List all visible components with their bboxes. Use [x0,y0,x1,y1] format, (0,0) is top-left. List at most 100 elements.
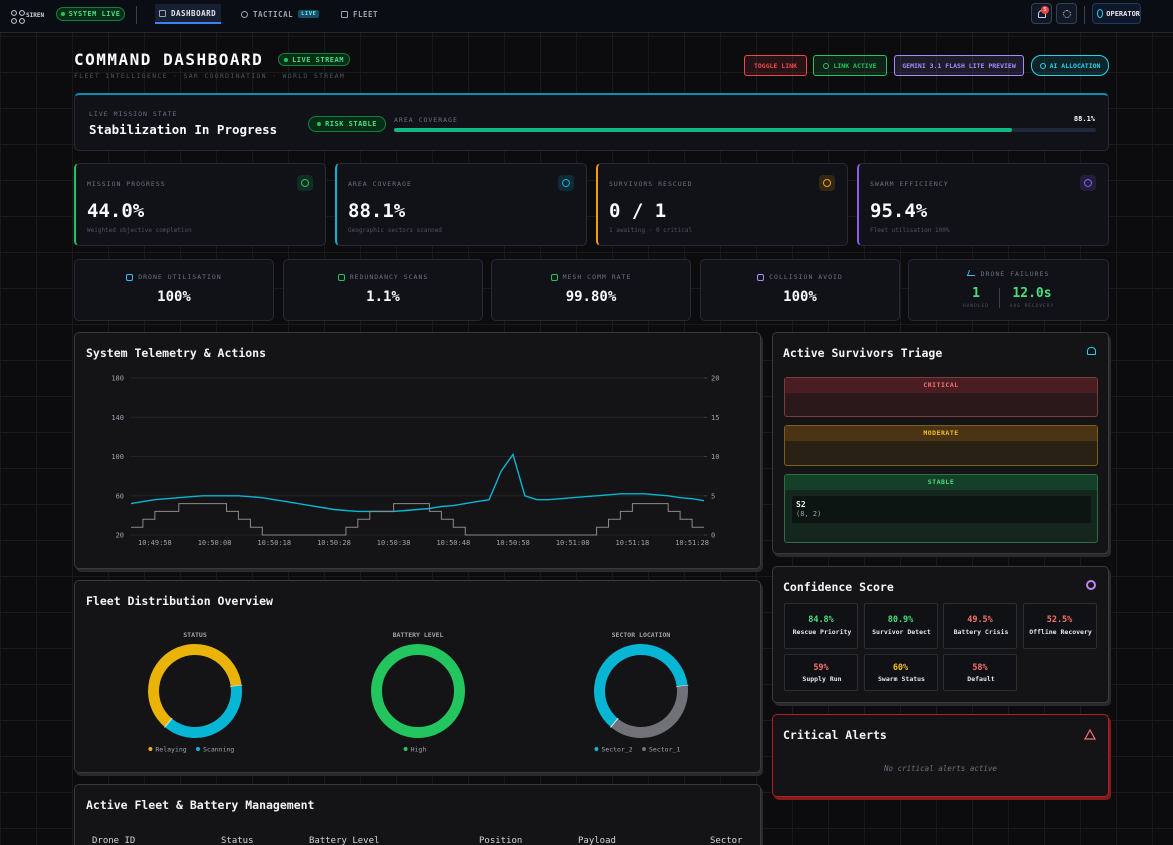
kpi-note: Geographic sectors scanned [348,227,442,234]
confidence-value: 52.5% [1046,615,1073,625]
logo-icon [11,10,25,24]
y-tick-label: 140 [111,414,124,422]
survivor-id: S2 [796,500,806,509]
nav-tab[interactable]: FLEET [341,4,381,24]
failures-label: DRONE FAILURES [909,270,1108,278]
group-header: MODERATE [785,426,1097,441]
donut-title: BATTERY LEVEL [393,631,444,639]
metric-icon [337,273,345,281]
recovery-value: 12.0s [1012,286,1052,301]
column-header: Sector [710,836,743,845]
metric-value: 100% [783,289,817,305]
donut-segment [371,644,465,738]
kpi-note: 1 awaiting · 0 critical [609,227,693,234]
metric-card: COLLISION AVOID 100% [700,259,900,321]
settings-button[interactable] [1056,3,1077,24]
logo-dot [19,10,25,16]
notifications-button[interactable]: 5 [1031,3,1052,24]
confidence-value: 84.8% [808,615,834,625]
nav-tab[interactable]: DASHBOARD [155,4,221,24]
confidence-label: Default [967,675,995,683]
x-tick-label: 10:51:28 [675,539,709,547]
column-header: Status [221,836,254,845]
header-button[interactable]: GEMINI 3.1 FLASH LITE PREVIEW [894,55,1024,76]
kpi-value: 0 / 1 [609,200,667,222]
kpi-value: 44.0% [87,200,145,222]
coverage-track [394,128,1096,132]
user-menu[interactable]: OPERATOR [1092,3,1141,24]
kpi-icon-glyph [562,179,570,187]
header-button[interactable]: LINK ACTIVE [813,55,887,76]
confidence-title: Confidence Score [783,580,894,594]
distribution-title: Fleet Distribution Overview [86,594,273,608]
confidence-value: 58% [972,663,988,673]
confidence-label: Survivor Detect [872,628,931,636]
y2-tick-label: 5 [711,492,715,500]
kpi-note: Weighted objective completion [87,227,192,234]
distribution-panel: Fleet Distribution Overview STATUS Relayin… [74,580,761,773]
button-icon [823,62,830,69]
status-dot [60,12,65,16]
telemetry-panel: System Telemetry & Actions 20 60 100 140 180 0… [74,332,761,569]
confidence-label: Battery Crisis [953,628,1009,636]
legend-dot [196,747,200,751]
tab-label: TACTICAL [253,9,294,19]
confidence-item: 52.5% Offline Recovery [1022,603,1097,649]
kpi-icon-glyph [823,179,831,187]
confidence-label: Swarm Status [878,675,925,683]
segment-gap [610,717,619,728]
legend-label: Sector_2 [601,746,632,754]
badge-dot [284,57,289,62]
metric-card: MESH COMM RATE 99.80% [491,259,691,321]
kpi-card: AREA COVERAGE 88.1% Geographic sectors sca… [335,163,587,246]
donut-title: STATUS [183,631,207,639]
metric-label: COLLISION AVOID [701,273,899,281]
legend-dot [642,747,646,751]
badge-text: LIVE STREAM [292,55,344,64]
x-tick-label: 10:50:18 [257,539,291,547]
button-label: GEMINI 3.1 FLASH LITE PREVIEW [902,61,1016,70]
y-tick-label: 180 [111,375,124,383]
donut-segment [610,685,688,738]
x-tick-label: 10:49:58 [138,539,172,547]
header-button[interactable]: AI ALLOCATION [1031,55,1109,76]
survivor-position: (8, 2) [796,510,822,518]
confidence-label: Supply Run [802,675,842,683]
triage-title: Active Survivors Triage [783,346,943,360]
alert-icon [1084,729,1096,740]
y2-tick-label: 15 [711,414,719,422]
y2-tick-label: 20 [711,375,719,383]
kpi-label: AREA COVERAGE [348,180,412,188]
column-header: Battery Level [309,836,380,845]
group-header: CRITICAL [785,378,1097,393]
coverage-title: AREA COVERAGE [394,116,458,124]
logo-dot [11,18,17,24]
confidence-icon [1086,580,1096,590]
handled-label: HANDLED [963,304,989,309]
header-button[interactable]: TOGGLE LINK [744,55,807,76]
metric-value: 100% [157,289,191,305]
user-name: OPERATOR [1106,9,1140,18]
alerts-message: No critical alerts active [884,764,997,773]
donut-title: SECTOR LOCATION [612,631,671,639]
kpi-note: Fleet utilisation 100% [870,227,950,234]
kpi-icon [297,175,313,191]
legend-label: Relaying [155,746,186,754]
metric-icon [757,273,765,281]
mission-state-card: LIVE MISSION STATE Stabilization In Progr… [74,93,1109,151]
survivor-card[interactable]: S2 (8, 2) [792,496,1091,523]
x-tick-label: 10:50:58 [496,539,530,547]
kpi-card: SURVIVORS RESCUED 0 / 1 1 awaiting · 0 cri… [596,163,848,246]
nav-tab[interactable]: TACTICAL LIVE [241,4,325,24]
confidence-label: Rescue Priority [792,628,852,636]
confidence-value: 80.9% [887,615,914,625]
column-header: Payload [578,836,616,845]
legend-dot [594,747,599,751]
live-badge: LIVE STREAM [278,53,350,66]
kpi-icon [558,175,574,191]
telemetry-line [131,503,704,536]
button-label: TOGGLE LINK [753,61,798,70]
page-title: COMMAND DASHBOARD [74,50,264,69]
logo-dot [11,10,17,16]
